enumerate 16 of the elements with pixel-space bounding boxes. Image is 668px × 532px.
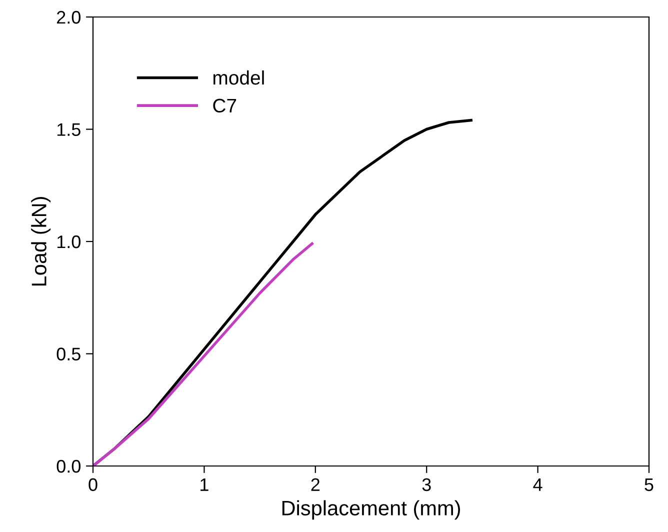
y-axis-title: Load (kN) <box>31 197 51 286</box>
x-axis-title: Displacement (mm) <box>282 500 460 520</box>
y-tick-label: 0.5 <box>56 348 80 360</box>
legend-label: model <box>213 70 264 85</box>
x-tick-label: 1 <box>200 478 208 491</box>
y-tick-label: 1.5 <box>57 123 80 136</box>
y-tick-label: 2.0 <box>57 10 80 24</box>
x-tick-label: 4 <box>533 478 542 491</box>
x-tick-label: 3 <box>422 478 431 492</box>
legend-label: C7 <box>213 98 236 113</box>
x-tick-label: 2 <box>311 478 320 491</box>
y-tick-label: 0.0 <box>56 460 80 473</box>
x-tick-label: 0 <box>88 478 98 492</box>
x-tick-label: 5 <box>644 478 654 492</box>
y-tick-label: 1.0 <box>57 235 80 248</box>
line-series <box>93 242 314 466</box>
